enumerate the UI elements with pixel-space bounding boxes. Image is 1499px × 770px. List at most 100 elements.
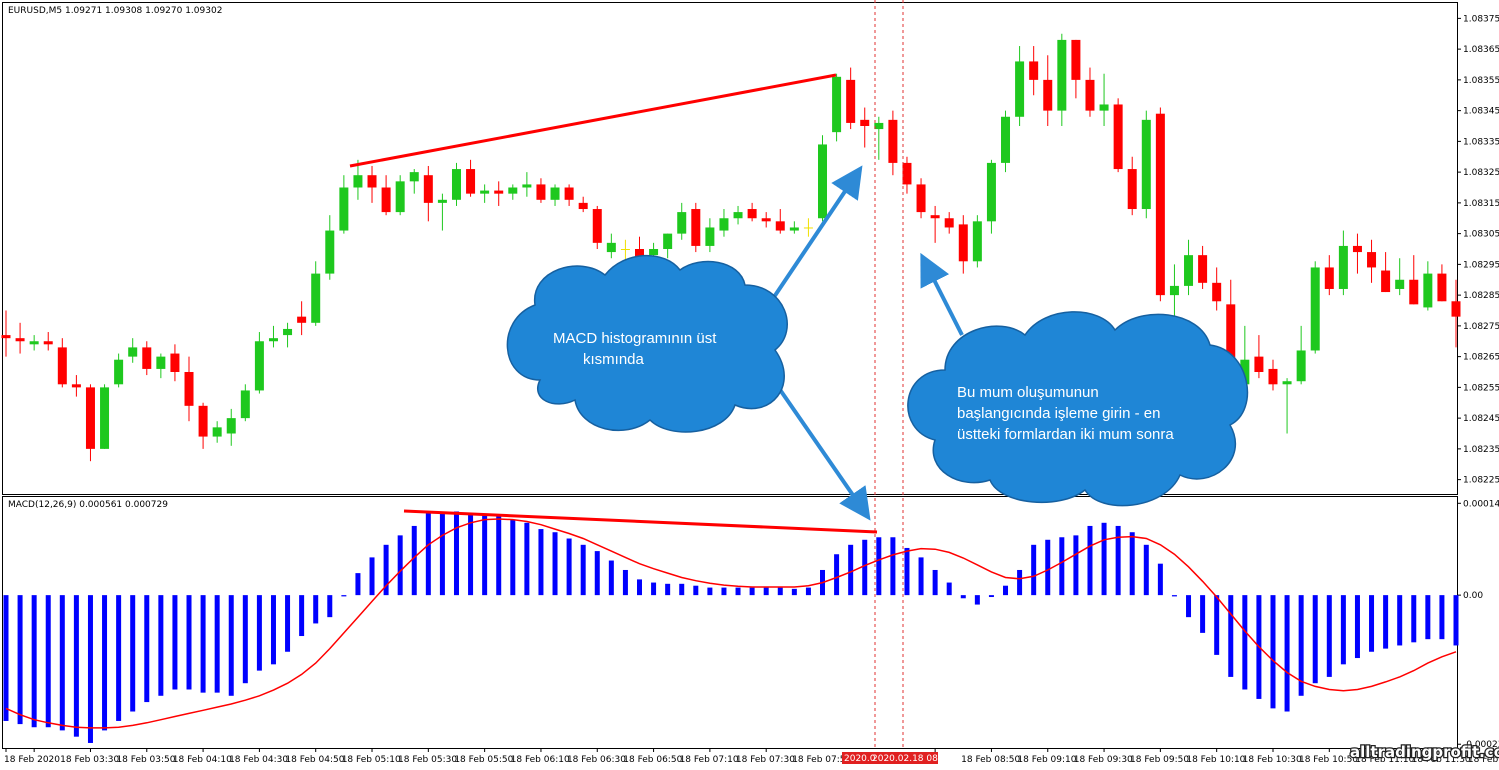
- x-tick-label: 18 Feb 10:10: [1186, 755, 1245, 765]
- histogram-bar: [566, 538, 572, 596]
- histogram-bar: [425, 513, 431, 596]
- candle-body: [367, 175, 377, 188]
- candle-body: [1451, 301, 1461, 317]
- y-tick-label: 1.08225: [1463, 476, 1499, 486]
- histogram-bar: [453, 511, 459, 596]
- candle-body: [254, 341, 264, 391]
- x-tick-label: 18 Feb 10:30: [1243, 755, 1302, 765]
- histogram-bar: [172, 595, 178, 690]
- histogram-bar: [496, 516, 502, 596]
- histogram-bar: [1059, 537, 1065, 596]
- histogram-bar: [1003, 585, 1009, 596]
- x-tick-label: 18 Feb 03:50: [116, 755, 175, 765]
- histogram-bar: [327, 595, 333, 618]
- histogram-bar: [1171, 595, 1177, 597]
- y-tick-label: 1.08275: [1463, 322, 1499, 332]
- y-tick-label: 1.08265: [1463, 353, 1499, 363]
- x-tick-label: 18 Feb 08:50: [961, 755, 1020, 765]
- candle-body: [606, 242, 616, 253]
- candle-body: [860, 119, 870, 126]
- candle-body: [184, 372, 194, 406]
- histogram-bar: [918, 557, 924, 596]
- histogram-bar: [214, 595, 220, 693]
- histogram-bar: [721, 587, 727, 596]
- histogram-bar: [1284, 595, 1290, 712]
- candle-body: [1324, 267, 1334, 289]
- histogram-bar: [397, 535, 403, 596]
- x-tick-label: 18 Feb 07:50: [792, 755, 851, 765]
- histogram-bar: [763, 587, 769, 596]
- candle-body: [578, 202, 588, 210]
- candle-body: [1141, 119, 1151, 210]
- candle-body: [1338, 245, 1348, 289]
- histogram-bar: [749, 587, 755, 596]
- candle-body: [409, 172, 419, 182]
- y-tick-label: 1.08325: [1463, 168, 1499, 178]
- histogram-bar: [1031, 544, 1037, 596]
- candle-body: [128, 347, 138, 357]
- histogram-bar: [116, 595, 122, 721]
- histogram-bar: [3, 595, 9, 721]
- x-tick-label: 18 Feb 11:30: [1412, 755, 1471, 765]
- candle-body: [198, 405, 208, 437]
- trend-line: [349, 73, 837, 168]
- x-tick-label: 18 Feb 07:30: [736, 755, 795, 765]
- histogram-bar: [707, 587, 713, 596]
- candle-body: [1409, 279, 1419, 305]
- histogram-bar: [1397, 595, 1403, 646]
- y-tick-label: 0.000146: [1463, 499, 1499, 509]
- y-tick-label: 1.08355: [1463, 76, 1499, 86]
- histogram-bar: [1383, 595, 1389, 649]
- histogram-bar: [946, 582, 952, 596]
- histogram-bar: [45, 595, 51, 728]
- y-tick-label: 1.08365: [1463, 45, 1499, 55]
- candle-body: [930, 215, 940, 219]
- candle-body: [156, 356, 166, 369]
- histogram-bar: [158, 595, 164, 696]
- histogram-bar: [890, 537, 896, 596]
- candle-body: [508, 187, 518, 194]
- histogram-bar: [679, 583, 685, 596]
- candle-body: [29, 341, 39, 345]
- arrow: [763, 366, 871, 521]
- candle-body: [846, 79, 856, 123]
- candle-body: [1015, 61, 1025, 117]
- candle-body: [649, 249, 659, 256]
- y-tick-label: 1.08245: [1463, 414, 1499, 424]
- crosshair-label: 2020.02.18 08:35: [872, 754, 952, 764]
- candle-body: [1437, 273, 1447, 302]
- histogram-bar: [1453, 595, 1459, 646]
- candle-body: [958, 224, 968, 262]
- histogram-bar: [1242, 595, 1248, 690]
- arrow: [920, 252, 964, 336]
- candle-body: [1352, 245, 1362, 253]
- histogram-bar: [665, 583, 671, 596]
- candle-body: [114, 359, 124, 385]
- candle-body: [297, 316, 307, 323]
- histogram-bar: [341, 595, 347, 597]
- arrow: [770, 165, 863, 302]
- histogram-bar: [1157, 563, 1163, 596]
- candle-body: [1268, 368, 1278, 385]
- histogram-bar: [369, 557, 375, 596]
- histogram-bar: [735, 587, 741, 596]
- histogram-bar: [1326, 595, 1332, 677]
- candle-body: [775, 221, 785, 231]
- x-tick-label: 18 Feb 04:10: [173, 755, 232, 765]
- candle-body: [620, 249, 630, 250]
- candle-body: [733, 212, 743, 219]
- histogram-bar: [468, 513, 474, 596]
- histogram-bar: [552, 532, 558, 596]
- candle-body: [71, 384, 81, 388]
- candle-body: [395, 181, 405, 213]
- histogram-bar: [439, 512, 445, 596]
- candle-body: [916, 184, 926, 213]
- candle-body: [1001, 116, 1011, 163]
- histogram-bar: [1298, 595, 1304, 696]
- cloud-text: Bu mum oluşumunun: [957, 384, 1099, 401]
- histogram-bar: [636, 579, 642, 596]
- histogram-bar: [299, 595, 305, 637]
- y-tick-label: 1.08295: [1463, 260, 1499, 270]
- candle-body: [57, 347, 67, 385]
